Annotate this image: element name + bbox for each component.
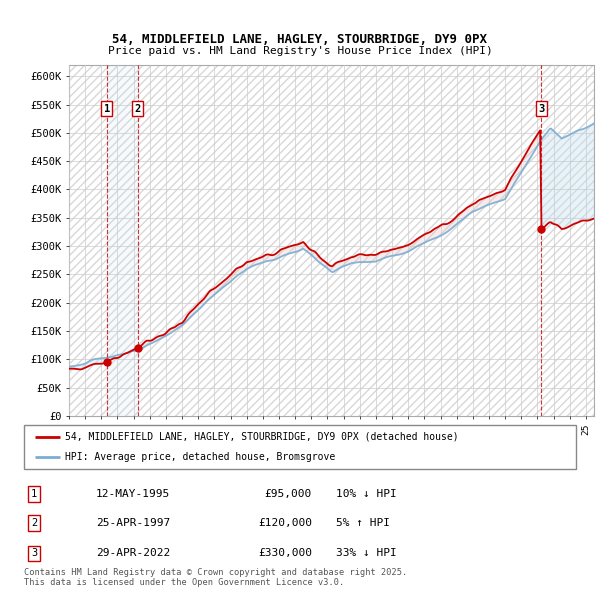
Text: £95,000: £95,000 xyxy=(265,489,312,499)
Text: 1: 1 xyxy=(104,104,110,114)
Text: £120,000: £120,000 xyxy=(258,519,312,528)
Text: Contains HM Land Registry data © Crown copyright and database right 2025.
This d: Contains HM Land Registry data © Crown c… xyxy=(24,568,407,587)
Text: £330,000: £330,000 xyxy=(258,549,312,558)
FancyBboxPatch shape xyxy=(24,425,576,469)
Text: 3: 3 xyxy=(538,104,545,114)
Text: 54, MIDDLEFIELD LANE, HAGLEY, STOURBRIDGE, DY9 0PX: 54, MIDDLEFIELD LANE, HAGLEY, STOURBRIDG… xyxy=(113,33,487,46)
Text: 1: 1 xyxy=(31,489,37,499)
Text: 5% ↑ HPI: 5% ↑ HPI xyxy=(336,519,390,528)
Text: 54, MIDDLEFIELD LANE, HAGLEY, STOURBRIDGE, DY9 0PX (detached house): 54, MIDDLEFIELD LANE, HAGLEY, STOURBRIDG… xyxy=(65,432,459,442)
Text: Price paid vs. HM Land Registry's House Price Index (HPI): Price paid vs. HM Land Registry's House … xyxy=(107,46,493,55)
Text: 29-APR-2022: 29-APR-2022 xyxy=(96,549,170,558)
Text: 10% ↓ HPI: 10% ↓ HPI xyxy=(336,489,397,499)
Text: 3: 3 xyxy=(31,549,37,558)
Bar xyxy=(107,65,137,416)
Text: 33% ↓ HPI: 33% ↓ HPI xyxy=(336,549,397,558)
Text: 2: 2 xyxy=(134,104,141,114)
Text: 25-APR-1997: 25-APR-1997 xyxy=(96,519,170,528)
Text: HPI: Average price, detached house, Bromsgrove: HPI: Average price, detached house, Brom… xyxy=(65,452,335,462)
Text: 12-MAY-1995: 12-MAY-1995 xyxy=(96,489,170,499)
Text: 2: 2 xyxy=(31,519,37,528)
